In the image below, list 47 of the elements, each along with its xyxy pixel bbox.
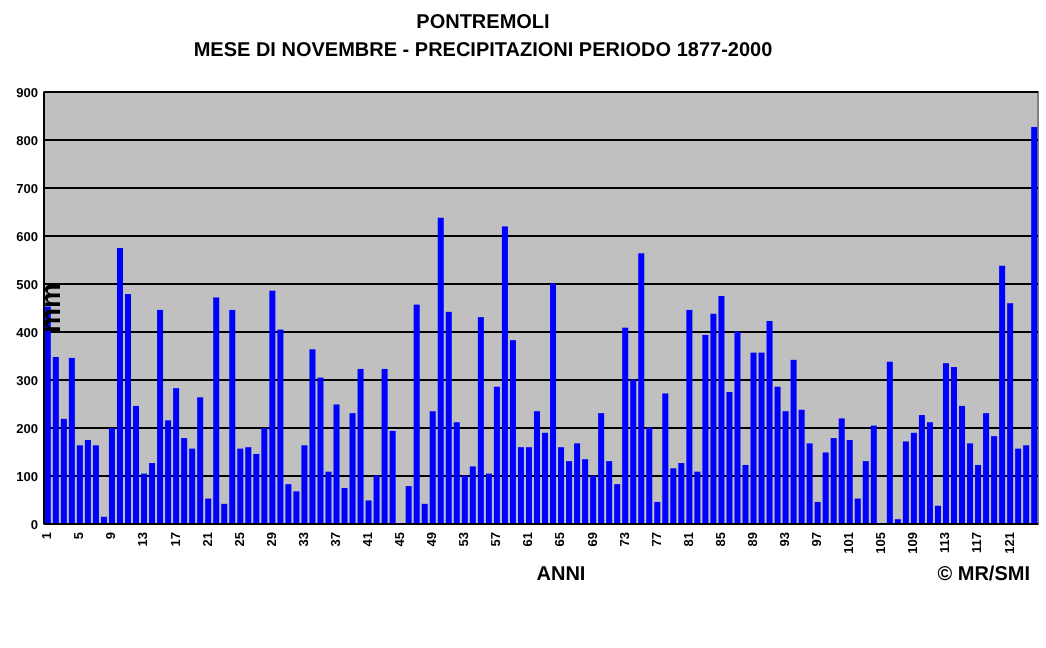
bar <box>68 357 75 524</box>
bar <box>598 413 605 524</box>
bar <box>942 363 949 524</box>
bar <box>92 445 99 524</box>
bar <box>116 248 123 524</box>
bar <box>790 359 797 524</box>
bar <box>734 331 741 524</box>
bar <box>718 296 725 524</box>
bar <box>902 441 909 524</box>
x-axis-title: ANNI <box>536 564 586 586</box>
bar <box>766 320 773 524</box>
bar <box>622 327 629 524</box>
bar <box>686 309 693 524</box>
bar <box>533 411 540 524</box>
bar <box>638 253 645 524</box>
bar <box>229 309 236 524</box>
bar <box>413 304 420 524</box>
bar <box>501 226 508 524</box>
bar <box>999 265 1006 524</box>
bar <box>84 440 91 524</box>
bar <box>886 361 893 524</box>
bar <box>1031 127 1038 524</box>
chart-title: PONTREMOLI <box>416 12 551 34</box>
bar <box>173 388 180 524</box>
bar <box>983 413 990 524</box>
bar <box>750 352 757 524</box>
bar <box>926 422 933 524</box>
bar <box>381 368 388 524</box>
bar <box>870 425 877 524</box>
bar <box>662 393 669 524</box>
bar <box>245 447 252 524</box>
bar <box>213 297 220 524</box>
bar <box>950 367 957 524</box>
bar <box>309 349 316 524</box>
bar <box>437 217 444 524</box>
chart-subtitle: MESE DI NOVEMBRE - PRECIPITAZIONI PERIODO 1877-2000 <box>193 40 774 62</box>
bar <box>477 317 484 524</box>
bar <box>269 290 276 524</box>
bar <box>838 418 845 524</box>
bar <box>357 368 364 524</box>
bar <box>918 415 925 524</box>
text: © MR/SMI <box>937 564 1031 586</box>
bar <box>333 404 340 524</box>
bar <box>574 443 581 524</box>
bar <box>197 397 204 524</box>
bar <box>550 283 557 524</box>
bar <box>157 309 164 524</box>
